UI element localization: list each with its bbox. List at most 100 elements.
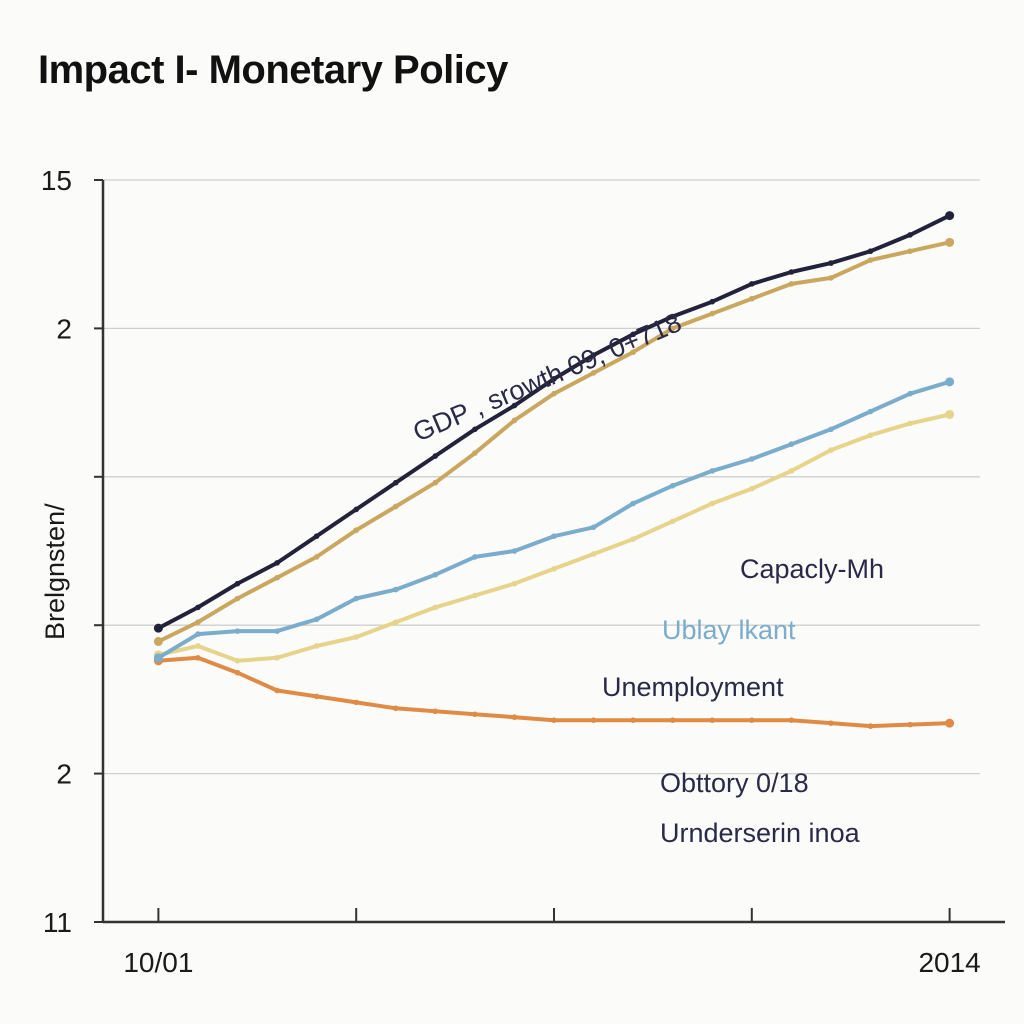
point-capacity-17 — [828, 275, 834, 281]
point-inflation-10 — [551, 566, 557, 572]
y-tick-label-1: 2 — [56, 313, 72, 344]
point-inflation-2 — [234, 658, 241, 664]
point-utilization-14 — [709, 468, 716, 474]
point-utilization-7 — [432, 571, 439, 578]
point-unemployment-7 — [432, 708, 439, 715]
endpoint-unemployment-20 — [945, 718, 955, 728]
point-unemployment-16 — [788, 717, 795, 723]
x-tick-label-0: 10/01 — [123, 947, 193, 978]
point-capacity-10 — [551, 390, 557, 397]
point-gdp-growth-10 — [551, 376, 557, 382]
point-utilization-19 — [907, 390, 913, 397]
point-gdp-growth-12 — [630, 331, 636, 338]
point-inflation-9 — [511, 580, 518, 587]
point-gdp-growth-5 — [353, 506, 359, 513]
point-unemployment-4 — [313, 693, 320, 700]
point-gdp-growth-17 — [828, 260, 834, 266]
point-utilization-16 — [788, 441, 795, 447]
annotation-utilization: Ublay lkant — [662, 615, 796, 645]
point-gdp-growth-18 — [867, 248, 874, 255]
point-gdp-growth-15 — [749, 281, 755, 287]
point-gdp-growth-11 — [590, 352, 597, 358]
point-capacity-4 — [313, 554, 320, 560]
point-unemployment-8 — [472, 711, 478, 718]
series-lines — [153, 211, 955, 729]
point-capacity-11 — [590, 370, 597, 376]
point-gdp-growth-1 — [195, 604, 201, 611]
point-inflation-17 — [828, 447, 834, 453]
point-inflation-19 — [907, 420, 913, 427]
point-inflation-1 — [195, 643, 201, 649]
point-gdp-growth-4 — [313, 533, 320, 539]
point-inflation-18 — [867, 432, 874, 439]
point-inflation-6 — [392, 619, 399, 626]
point-capacity-7 — [432, 479, 439, 486]
point-utilization-9 — [511, 548, 518, 554]
y-tick-label-0: 15 — [41, 165, 72, 196]
point-unemployment-6 — [392, 705, 399, 712]
tick-labels: 15 2 2 11 10/01 2014 — [41, 165, 981, 978]
x-tick-label-4: 2014 — [918, 947, 980, 978]
point-unemployment-13 — [669, 717, 676, 723]
point-capacity-5 — [353, 527, 359, 534]
point-inflation-8 — [472, 592, 478, 599]
endpoint-inflation-20 — [945, 409, 955, 419]
point-gdp-growth-14 — [709, 298, 716, 305]
series-line-utilization — [156, 379, 952, 660]
endpoint-utilization-20 — [945, 377, 955, 387]
annotation-unemployment: Unemployment — [602, 672, 784, 702]
point-gdp-growth-19 — [907, 232, 913, 238]
point-unemployment-2 — [234, 669, 241, 676]
point-unemployment-11 — [590, 717, 597, 723]
point-unemployment-17 — [828, 720, 834, 726]
point-unemployment-3 — [274, 687, 280, 694]
point-utilization-3 — [274, 628, 280, 634]
point-utilization-1 — [195, 631, 201, 637]
point-inflation-15 — [749, 485, 755, 492]
point-utilization-15 — [749, 456, 755, 462]
point-capacity-8 — [472, 450, 478, 456]
point-gdp-growth-3 — [274, 560, 280, 566]
point-utilization-18 — [867, 408, 874, 415]
point-utilization-11 — [590, 524, 597, 531]
point-unemployment-9 — [511, 714, 518, 721]
point-inflation-14 — [709, 500, 716, 507]
point-gdp-growth-13 — [669, 313, 676, 320]
point-gdp-growth-8 — [472, 426, 478, 433]
point-inflation-13 — [669, 518, 676, 525]
point-capacity-3 — [274, 574, 280, 581]
endpoint-gdp-growth-0 — [153, 623, 163, 633]
point-gdp-growth-9 — [511, 402, 518, 409]
point-inflation-16 — [788, 468, 795, 474]
annotation-capacity: Capacly-Mh — [740, 554, 884, 584]
annotation-obttory: Obttory 0/18 — [660, 768, 809, 798]
point-gdp-growth-2 — [234, 580, 241, 587]
point-capacity-13 — [669, 325, 676, 332]
point-inflation-11 — [590, 551, 597, 557]
point-utilization-13 — [669, 482, 676, 489]
point-capacity-16 — [788, 281, 795, 287]
point-utilization-4 — [313, 616, 320, 623]
point-capacity-2 — [234, 595, 241, 602]
annotations: Brelgnsten/ GDP , srowth 09, 0+718 Capac… — [40, 307, 884, 848]
axes — [94, 179, 1005, 924]
point-capacity-6 — [392, 503, 399, 510]
point-utilization-2 — [234, 628, 241, 634]
point-gdp-growth-7 — [432, 453, 439, 459]
point-unemployment-10 — [551, 717, 557, 723]
point-inflation-7 — [432, 604, 439, 611]
point-utilization-8 — [472, 554, 478, 560]
gridlines — [103, 179, 980, 775]
y-axis-label: Brelgnsten/ — [40, 503, 70, 640]
point-unemployment-19 — [907, 721, 913, 728]
point-unemployment-14 — [709, 717, 716, 723]
endpoint-utilization-0 — [153, 653, 163, 663]
point-unemployment-12 — [630, 717, 636, 723]
point-inflation-5 — [353, 634, 359, 640]
y-tick-label-4: 2 — [56, 759, 72, 790]
point-unemployment-5 — [353, 699, 359, 706]
point-unemployment-18 — [867, 723, 874, 729]
point-capacity-14 — [709, 310, 716, 317]
endpoint-gdp-growth-20 — [945, 211, 955, 221]
